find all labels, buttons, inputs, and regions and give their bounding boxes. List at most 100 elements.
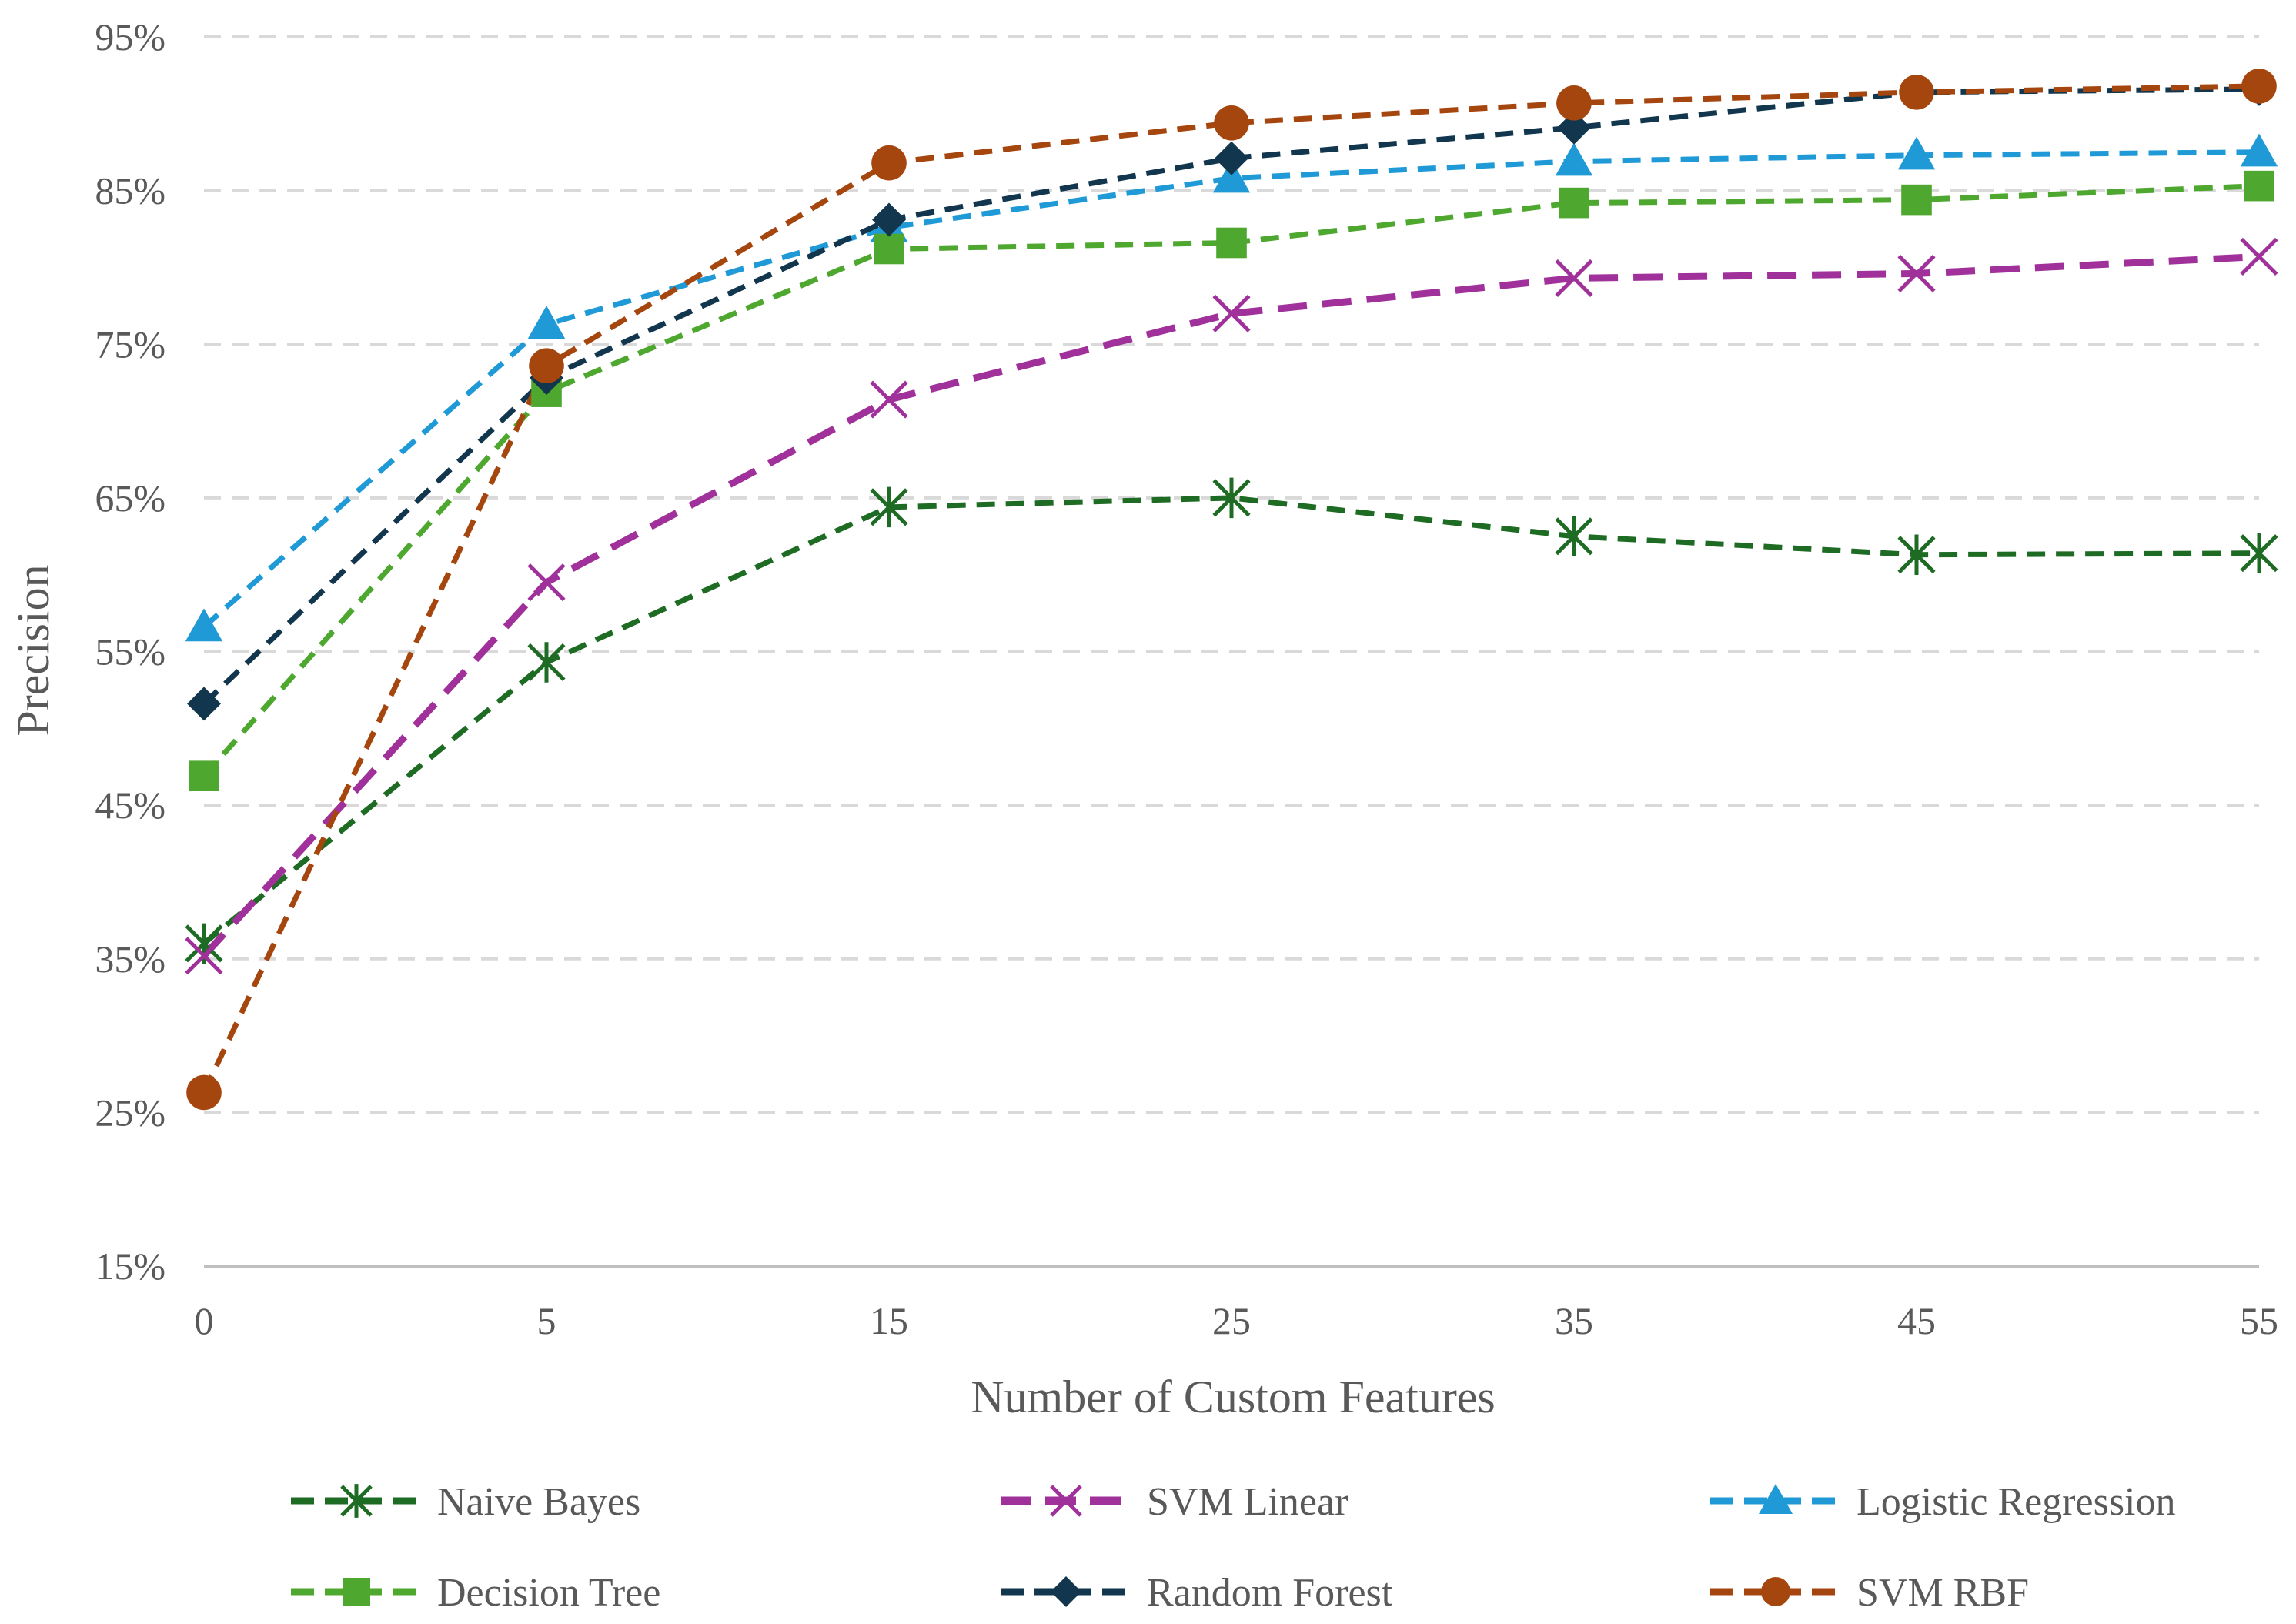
marker-x [1050,1485,1082,1517]
legend-item-decision-tree: Decision Tree [291,1571,660,1615]
marker-square [2244,170,2274,202]
x-axis-tick-labels: 0 5 15 25 35 45 55 [195,1299,2279,1342]
legend-label: Decision Tree [437,1571,660,1615]
data-point-svm-rbf [871,145,907,181]
marker-diamond [1215,141,1248,175]
legend-swatch-marker [340,1484,373,1518]
x-tick-label: 55 [2240,1299,2278,1342]
legend-swatch-marker [343,1578,370,1606]
y-axis-tick-labels: 15% 25% 35% 45% 55% 65% 75% 85% 95% [95,15,165,1288]
marker-diamond [1051,1576,1081,1607]
data-point-random-forest [187,687,221,721]
marker-asterisk [1212,477,1251,519]
gridlines [204,35,2259,1268]
legend-swatch-marker [1050,1485,1082,1517]
data-point-svm-rbf [2241,69,2277,104]
data-point-svm-linear [2240,237,2278,276]
data-point-svm-rbf [1899,75,1934,110]
marker-asterisk [527,642,566,683]
marker-x [2240,237,2278,276]
marker-circle [186,1074,222,1111]
data-point-decision-tree [874,233,904,265]
legend-swatch-marker [1759,1484,1793,1514]
data-point-svm-rbf [1556,85,1592,121]
x-axis-title: Number of Custom Features [971,1372,1496,1422]
x-tick-label: 45 [1897,1299,1936,1342]
x-tick-label: 5 [537,1299,556,1342]
marker-x [870,380,908,419]
marker-square [1559,187,1589,219]
legend-label: Logistic Regression [1857,1480,2176,1524]
marker-square [874,233,904,265]
x-tick-label: 25 [1212,1299,1251,1342]
marker-triangle [527,306,566,339]
legend-item-svm-linear: SVM Linear [1001,1480,1348,1524]
marker-circle [1214,105,1249,141]
data-point-random-forest [1557,110,1591,145]
y-tick-label: 45% [95,784,165,827]
marker-circle [871,145,907,181]
data-point-svm-rbf [1214,105,1249,141]
data-point-naive-bayes [870,486,908,528]
marker-circle [1761,1577,1790,1606]
marker-asterisk [1897,534,1936,575]
data-point-random-forest [872,202,906,237]
data-point-svm-rbf [186,1074,222,1111]
series-markers [185,69,2278,1111]
data-point-svm-linear [1212,294,1251,332]
data-point-svm-linear [1555,259,1593,297]
marker-circle [529,348,564,383]
legend-label: Naive Bayes [437,1480,640,1524]
marker-x [527,563,566,602]
data-point-decision-tree [1216,227,1247,259]
data-point-naive-bayes [527,642,566,683]
legend-swatch-marker [1051,1576,1081,1607]
data-point-svm-linear [1897,254,1936,292]
y-tick-label: 35% [95,937,165,981]
marker-triangle [1897,136,1936,170]
y-tick-label: 85% [95,169,165,212]
y-tick-label: 95% [95,15,165,58]
marker-x [1897,254,1936,292]
marker-asterisk [870,486,908,528]
marker-diamond [1557,110,1591,145]
marker-asterisk [340,1484,373,1518]
y-axis-title: Precision [8,564,58,736]
data-point-svm-linear [870,380,908,419]
data-point-logistic-regression [1897,136,1936,170]
legend-label: SVM Linear [1147,1480,1348,1524]
marker-circle [2241,69,2277,104]
marker-triangle [1212,159,1251,193]
marker-diamond [187,687,221,721]
marker-asterisk [1555,516,1593,557]
marker-triangle [2240,133,2278,167]
y-tick-label: 65% [95,476,165,520]
marker-circle [1556,85,1592,121]
data-point-svm-linear [185,937,223,975]
data-point-random-forest [1215,141,1248,175]
data-point-naive-bayes [1212,477,1251,519]
data-point-naive-bayes [2240,533,2278,573]
marker-triangle [185,608,223,642]
legend: Naive Bayes SVM Linear Logistic Regression… [291,1480,2176,1615]
marker-x [185,937,223,975]
series-line-naive-bayes [202,495,2260,946]
marker-triangle [1555,142,1593,176]
data-point-svm-rbf [529,348,564,383]
data-point-svm-linear [527,563,566,602]
legend-label: SVM RBF [1857,1571,2029,1615]
y-tick-label: 15% [95,1245,165,1288]
data-point-logistic-regression [527,306,566,339]
legend-item-svm-rbf: SVM RBF [1710,1571,2029,1615]
marker-triangle [1759,1484,1793,1514]
marker-x [1212,294,1251,332]
y-tick-label: 75% [95,322,165,366]
marker-square [1901,184,1932,216]
legend-label: Random Forest [1147,1571,1393,1615]
data-point-naive-bayes [1897,534,1936,575]
y-tick-label: 55% [95,630,165,673]
data-point-decision-tree [2244,170,2274,202]
marker-asterisk [2240,533,2278,573]
legend-item-random-forest: Random Forest [1001,1571,1393,1615]
